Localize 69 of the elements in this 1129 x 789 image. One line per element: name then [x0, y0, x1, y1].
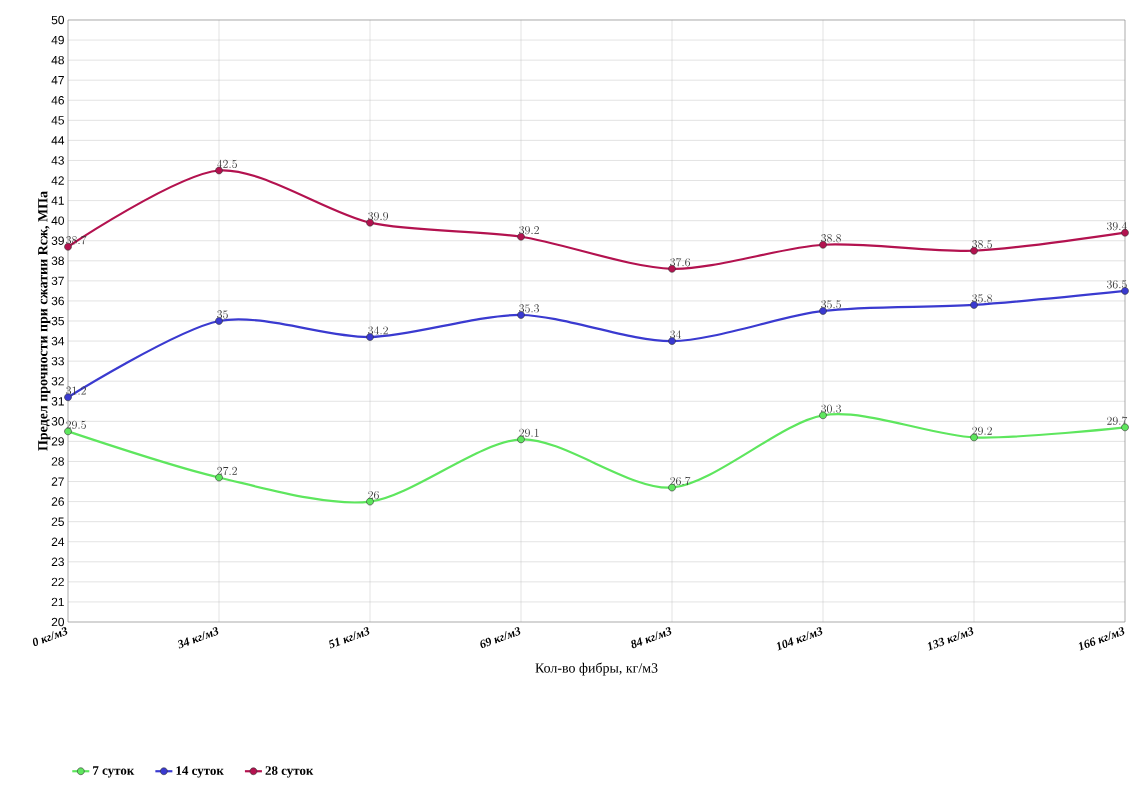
data-label: 31 .2 [66, 386, 86, 395]
y-tick-label: 46 [51, 96, 64, 105]
data-label: 29.2 [972, 426, 992, 435]
y-tick-label: 30 [51, 417, 65, 426]
data-label: 34.2 [368, 326, 388, 335]
x-axis-title: Кол-во фибры, кг/м3 [535, 662, 658, 676]
x-tick-label: 51 кг/м3 [329, 627, 370, 649]
y-tick-label: 50 [51, 15, 65, 25]
data-label: 35 [217, 310, 228, 319]
y-tick-label: 36 [51, 296, 64, 306]
y-tick-label: 48 [51, 55, 64, 65]
y-axis-title: Предел прочности при сжатии Rсж, МПа [38, 191, 51, 451]
y-tick-label: 41 [51, 196, 64, 205]
data-label: 39.4 [1106, 221, 1127, 231]
legend-label: 28 суток [265, 766, 314, 778]
y-tick-label: 38 [51, 256, 64, 266]
data-label: 38.5 [972, 240, 992, 249]
y-tick-label: 27 [51, 477, 64, 486]
data-label: 35.8 [972, 294, 993, 303]
point [1121, 287, 1129, 295]
x-tick-label: 104 кг/м3 [776, 627, 823, 651]
y-tick-label: 43 [51, 156, 64, 165]
y-tick-label: 28 [51, 457, 64, 466]
data-label: 35.3 [519, 304, 540, 313]
data-label: 39.2 [519, 226, 539, 235]
y-tick-label: 21 [51, 597, 64, 607]
y-tick-label: 24 [51, 537, 65, 546]
data-label: 42.5 [217, 159, 237, 169]
y-tick-label: 20 [51, 617, 65, 627]
data-label: 35.5 [821, 300, 841, 309]
y-tick-label: 37 [51, 276, 64, 286]
y-tick-label: 35 [51, 316, 64, 326]
y-tick-label: 49 [51, 35, 64, 45]
x-tick-label: 133 кг/м3 [927, 627, 974, 651]
y-tick-label: 42 [51, 176, 64, 185]
data-label: 36.5 [1106, 280, 1127, 289]
y-tick-label: 26 [51, 497, 64, 506]
data-label: 34 [670, 330, 682, 339]
legend-label: 14 суток [176, 766, 224, 778]
y-tick-label: 32 [51, 376, 64, 386]
x-tick-label: 69 кг/м3 [480, 627, 521, 648]
data-label: 30.3 [821, 404, 842, 413]
y-tick-label: 33 [51, 356, 64, 366]
data-label: 26.7 [670, 476, 691, 486]
data-label: 38.8 [821, 234, 842, 243]
y-tick-label: 31 [51, 397, 64, 406]
y-tick-label: 40 [51, 216, 65, 225]
y-tick-label: 23 [51, 557, 64, 567]
x-tick-label: 166 кг/м3 [1078, 627, 1125, 651]
data-label: 38.7 [66, 235, 87, 245]
y-tick-label: 25 [51, 517, 64, 526]
y-tick-label: 29 [51, 437, 64, 446]
x-tick-label: 0 кг/м3 [32, 627, 68, 647]
legend-label: 7 суток [93, 766, 135, 778]
data-label: 39.9 [368, 212, 389, 221]
y-tick-label: 47 [51, 76, 64, 85]
x-tick-label: 34 кг/м3 [178, 627, 219, 649]
y-tick-label: 39 [51, 236, 64, 245]
data-label: 37.6 [670, 258, 691, 267]
x-tick-label: 84 кг/м3 [631, 627, 672, 649]
y-tick-label: 44 [51, 136, 65, 145]
data-label: 27.2 [217, 466, 237, 476]
data-label: 29.5 [66, 420, 86, 429]
y-tick-label: 22 [51, 577, 64, 587]
data-label: 26 [368, 490, 379, 500]
y-tick-label: 45 [51, 116, 64, 125]
data-label: 29. 1 [519, 428, 539, 437]
y-tick-label: 34 [51, 336, 65, 346]
data-label: 29.7 [1107, 416, 1128, 425]
